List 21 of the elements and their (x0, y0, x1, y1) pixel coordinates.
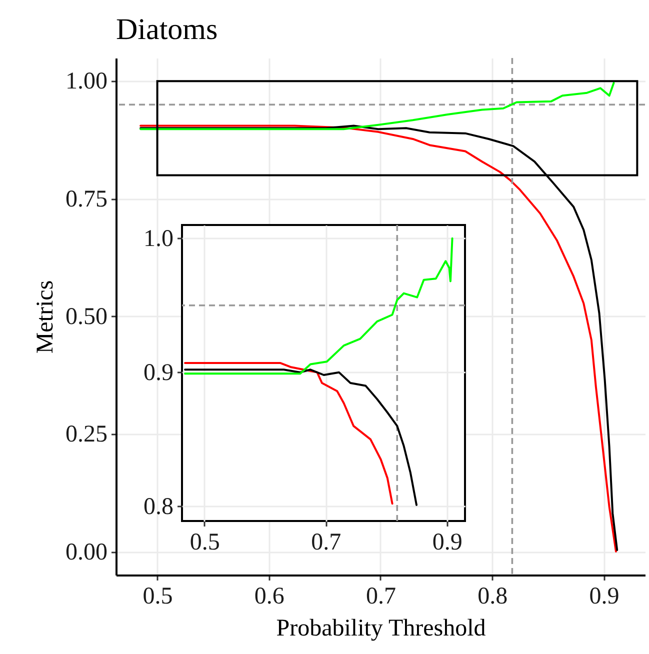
y-tick-label: 0.8 (144, 494, 174, 520)
y-tick-label: 0.00 (66, 539, 108, 566)
x-tick-label: 0.7 (366, 584, 396, 610)
y-tick-label: 1.0 (144, 226, 174, 252)
y-tick-label: 0.75 (66, 186, 108, 212)
x-tick-label: 0.5 (142, 584, 173, 610)
x-tick-label: 0.5 (190, 530, 220, 556)
x-tick-label: 0.7 (311, 530, 342, 556)
line-series (140, 82, 615, 130)
x-tick-label: 0.9 (589, 584, 620, 610)
line-series (184, 237, 454, 375)
x-tick-label: 0.6 (254, 584, 284, 610)
chart-title: Diatoms (116, 13, 218, 46)
x-tick-label: 0.8 (478, 584, 508, 610)
y-tick-label: 0.25 (66, 422, 108, 448)
x-tick-label: 0.9 (432, 530, 462, 556)
y-tick-label: 0.9 (144, 360, 174, 386)
y-axis-title: Metrics (32, 280, 58, 354)
x-axis-title: Probability Threshold (276, 616, 486, 642)
y-tick-label: 1.00 (66, 68, 108, 95)
y-tick-label: 0.50 (66, 304, 108, 330)
